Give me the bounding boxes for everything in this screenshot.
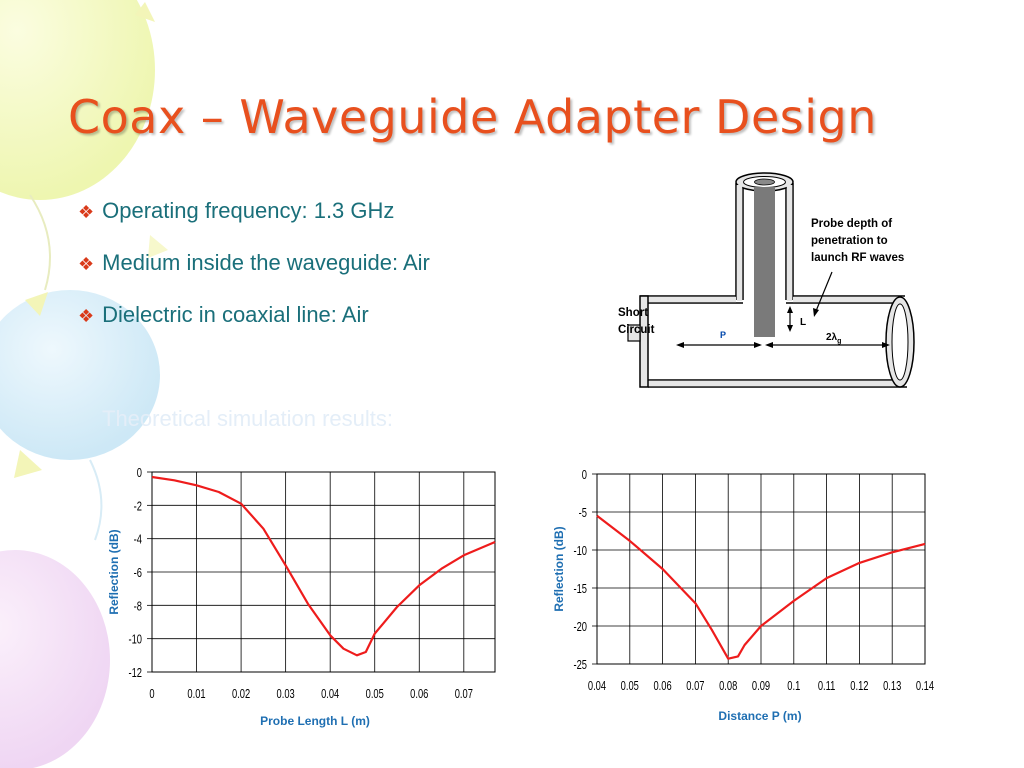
short-circuit-label: Circuit xyxy=(618,324,655,336)
adapter-diagram: Probe depth of penetration to launch RF … xyxy=(618,172,915,388)
x-axis-label: Probe Length L (m) xyxy=(260,714,370,728)
waveguide-bottom-wall xyxy=(640,379,907,388)
x-tick-label: 0.12 xyxy=(850,680,868,694)
x-tick-label: 0.06 xyxy=(653,680,671,694)
x-tick-label: 0.08 xyxy=(719,680,737,694)
x-axis-label: Distance P (m) xyxy=(718,709,801,723)
slide-title: Coax – Waveguide Adapter Design xyxy=(68,90,877,144)
chart-reflection-vs-distance: 0.04 0.05 0.06 0.07 0.08 0.09 0.1 0.11 0.12 0.13 0… xyxy=(552,469,934,723)
arrowhead-icon xyxy=(787,306,793,332)
y-tick-label: -15 xyxy=(573,583,587,597)
x-tick-label: 0.02 xyxy=(232,688,250,702)
x-tick-label: 0.1 xyxy=(787,680,800,694)
simulation-subheading: Theoretical simulation results: xyxy=(102,406,394,431)
probe-conductor xyxy=(754,187,775,337)
coax-stub xyxy=(627,324,641,342)
probe-note-line: Probe depth of xyxy=(811,218,892,230)
y-axis-label: Reflection (dB) xyxy=(107,529,121,614)
y-tick-label: -12 xyxy=(128,667,142,681)
purple-balloon xyxy=(0,550,110,768)
x-tick-label: 0.04 xyxy=(321,688,339,702)
yellow-star-shape xyxy=(148,235,168,258)
bullet-text: Medium inside the waveguide: Air xyxy=(102,250,430,275)
short-circuit-label: Short xyxy=(618,307,648,319)
y-tick-label: -2 xyxy=(134,500,142,514)
chart-reflection-vs-probe-length: 0 0.01 0.02 0.03 0.04 0.05 0.06 0.07 0 -2 -4 -6 -8 -1… xyxy=(107,467,496,728)
arrowhead-icon xyxy=(813,308,819,317)
probe-note-line: penetration to xyxy=(811,235,888,247)
x-tick-label: 0.07 xyxy=(455,688,473,702)
x-tick-label: 0.14 xyxy=(916,680,934,694)
x-tick-label: 0.05 xyxy=(621,680,639,694)
y-tick-label: -8 xyxy=(134,600,142,614)
probe-pointer xyxy=(815,271,833,312)
yellow-star-shape xyxy=(25,292,48,316)
y-tick-label: -5 xyxy=(579,507,587,521)
balloon-string xyxy=(89,459,103,541)
bullet-item: ❖ Medium inside the waveguide: Air xyxy=(78,248,430,300)
reflection-curve xyxy=(596,514,926,660)
bullet-item: ❖ Dielectric in coaxial line: Air xyxy=(78,300,430,352)
balloon-string xyxy=(29,194,51,291)
x-tick-label: 0.09 xyxy=(752,680,770,694)
y-tick-label: 0 xyxy=(137,467,142,481)
reflection-curve xyxy=(151,475,496,657)
yellow-star-shape xyxy=(135,2,155,22)
diamond-bullet-icon: ❖ xyxy=(78,202,95,222)
x-tick-label: 0.05 xyxy=(366,688,384,702)
x-tick-label: 0.04 xyxy=(588,680,606,694)
diamond-bullet-icon: ❖ xyxy=(78,254,95,274)
x-tick-label: 0.13 xyxy=(883,680,901,694)
probe-note-line: launch RF waves xyxy=(811,252,904,264)
x-tick-label: 0.06 xyxy=(410,688,428,702)
y-tick-label: -25 xyxy=(573,659,587,673)
label-2lambda: 2λg xyxy=(826,332,841,345)
y-tick-label: -20 xyxy=(573,621,587,635)
bullet-list: ❖ Operating frequency: 1.3 GHz ❖ Medium in… xyxy=(78,196,430,352)
label-p: P xyxy=(720,330,726,340)
coax-center-pin xyxy=(754,178,775,186)
y-tick-label: -4 xyxy=(134,533,142,547)
x-tick-label: 0.03 xyxy=(277,688,295,702)
bullet-item: ❖ Operating frequency: 1.3 GHz xyxy=(78,196,430,248)
yellow-star-shape xyxy=(14,450,42,478)
y-tick-label: -10 xyxy=(573,545,587,559)
y-tick-label: -10 xyxy=(128,633,142,647)
x-tick-label: 0.01 xyxy=(187,688,205,702)
y-axis-label: Reflection (dB) xyxy=(552,526,566,611)
waveguide-opening-inner xyxy=(891,303,909,381)
x-tick-label: 0.07 xyxy=(686,680,704,694)
bullet-text: Dielectric in coaxial line: Air xyxy=(102,302,369,327)
y-tick-label: 0 xyxy=(582,469,587,483)
diamond-bullet-icon: ❖ xyxy=(78,306,95,326)
x-tick-label: 0.11 xyxy=(818,680,836,694)
yellow-balloon xyxy=(0,0,155,200)
label-l: L xyxy=(800,317,806,328)
y-tick-label: -6 xyxy=(134,567,142,581)
bullet-text: Operating frequency: 1.3 GHz xyxy=(102,198,395,223)
blue-balloon xyxy=(0,290,160,460)
x-tick-label: 0 xyxy=(149,688,154,702)
